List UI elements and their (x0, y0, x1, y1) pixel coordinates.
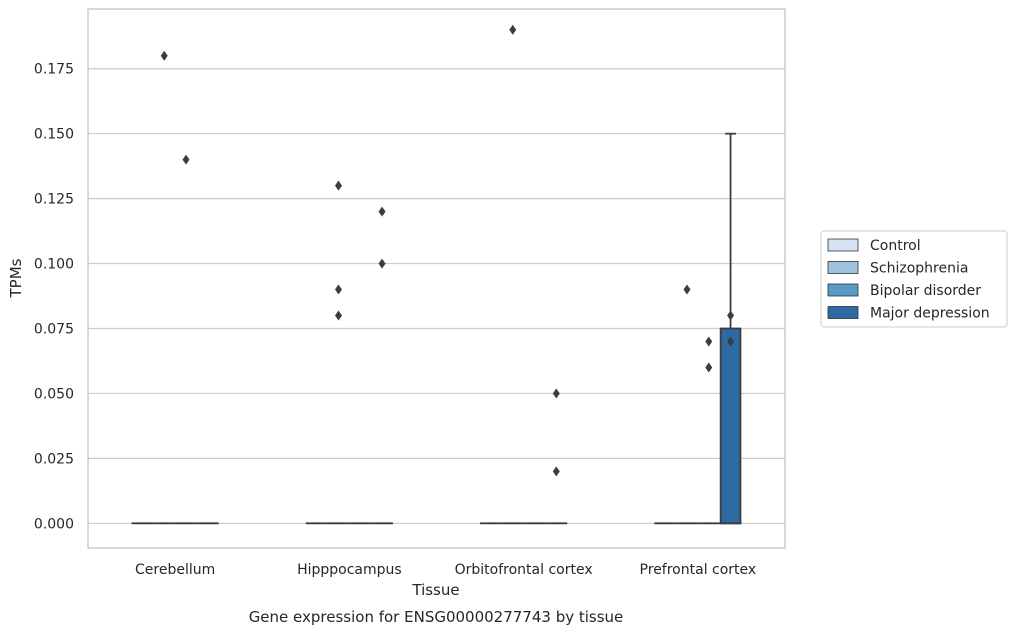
legend-frame (820, 230, 1008, 328)
outlier-point (334, 284, 342, 295)
x-axis-label: Tissue (411, 581, 459, 599)
y-axis-label: TPMs (7, 258, 25, 298)
y-tick-label: 0.000 (34, 516, 74, 532)
outlier-point (334, 180, 342, 191)
y-tick-label: 0.125 (34, 192, 74, 208)
outlier-point (509, 24, 517, 35)
x-tick-label: Prefrontal cortex (640, 562, 757, 578)
outlier-point (705, 336, 713, 347)
legend-swatch (827, 283, 859, 297)
outlier-point (727, 336, 735, 347)
outlier-point (727, 310, 735, 321)
outlier-point (334, 310, 342, 321)
legend-swatch (827, 261, 859, 274)
x-tick-label: Hipppocampus (297, 562, 402, 578)
y-tick-label: 0.025 (34, 451, 74, 467)
outlier-point (378, 258, 386, 269)
plot-frame (87, 8, 786, 549)
legend-swatch (827, 306, 859, 319)
legend-label: Control (870, 238, 921, 254)
box-body (719, 327, 742, 525)
outlier-point (182, 154, 190, 165)
outlier-point (552, 388, 560, 399)
boxes (131, 132, 742, 525)
y-tick-label: 0.100 (34, 257, 74, 273)
legend-swatch (827, 238, 859, 252)
x-tick-labels: Cerebellum Hipppocampus Orbitofrontal cort… (135, 562, 756, 578)
chart-caption: Gene expression for ENSG00000277743 by t… (249, 608, 624, 626)
legend-label: Major depression (870, 306, 990, 322)
outlier-point (705, 362, 713, 373)
y-tick-labels: 0.000 0.025 0.050 0.075 0.100 0.125 0.150 0.175 (34, 62, 74, 533)
x-tick-label: Cerebellum (135, 562, 215, 578)
outlier-point (378, 206, 386, 217)
plot-area (88, 9, 785, 548)
outlier-point (160, 50, 168, 61)
box-major-depression (719, 132, 742, 525)
y-tick-label: 0.175 (34, 62, 74, 78)
y-tick-label: 0.075 (34, 322, 74, 338)
x-tick-label: Orbitofrontal cortex (455, 562, 593, 578)
y-gridlines (88, 68, 785, 524)
legend: Control Schizophrenia Bipolar disorder Majo… (820, 230, 1008, 328)
y-tick-label: 0.150 (34, 127, 74, 143)
y-tick-label: 0.050 (34, 386, 74, 402)
outlier-point (683, 284, 691, 295)
outliers (160, 24, 735, 477)
legend-label: Schizophrenia (870, 261, 968, 277)
outlier-point (552, 466, 560, 477)
legend-label: Bipolar disorder (870, 283, 981, 299)
